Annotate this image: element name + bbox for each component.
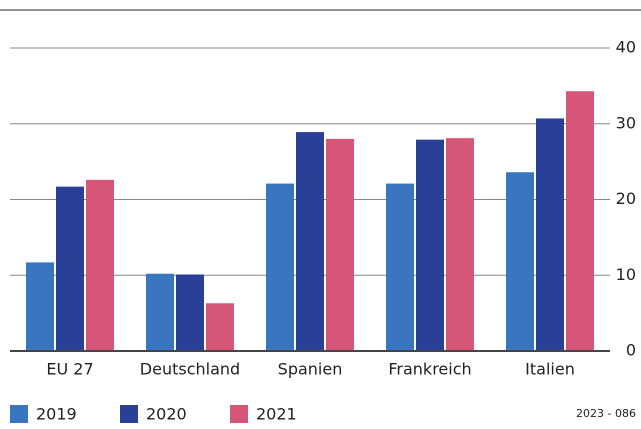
bar xyxy=(506,172,534,351)
bar xyxy=(446,138,474,351)
bar xyxy=(176,274,204,351)
y-tick-label: 40 xyxy=(616,38,636,57)
legend-swatch xyxy=(230,405,248,423)
bar xyxy=(566,91,594,352)
bar xyxy=(536,118,564,351)
bar xyxy=(206,303,234,351)
legend-swatch xyxy=(120,405,138,423)
x-tick-label: Frankreich xyxy=(388,360,471,379)
y-tick-label: 30 xyxy=(616,113,636,132)
bar xyxy=(56,186,84,351)
x-tick-label: Deutschland xyxy=(140,360,240,379)
bar xyxy=(146,273,174,351)
x-tick-label: Italien xyxy=(525,360,575,379)
x-tick-label: EU 27 xyxy=(46,360,93,379)
x-tick-label: Spanien xyxy=(278,360,343,379)
legend-label: 2020 xyxy=(146,405,187,424)
bar xyxy=(26,262,54,351)
bar xyxy=(416,139,444,351)
legend-swatch xyxy=(10,405,28,423)
bar xyxy=(386,183,414,351)
bar xyxy=(86,179,114,351)
legend-label: 2021 xyxy=(256,405,297,424)
bar xyxy=(326,138,354,351)
bar xyxy=(296,132,324,351)
legend-label: 2019 xyxy=(36,405,77,424)
y-tick-label: 0 xyxy=(626,341,636,360)
y-tick-label: 20 xyxy=(616,189,636,208)
note: 2023 - 086 xyxy=(576,407,636,420)
bar xyxy=(266,183,294,351)
y-tick-label: 10 xyxy=(616,265,636,284)
